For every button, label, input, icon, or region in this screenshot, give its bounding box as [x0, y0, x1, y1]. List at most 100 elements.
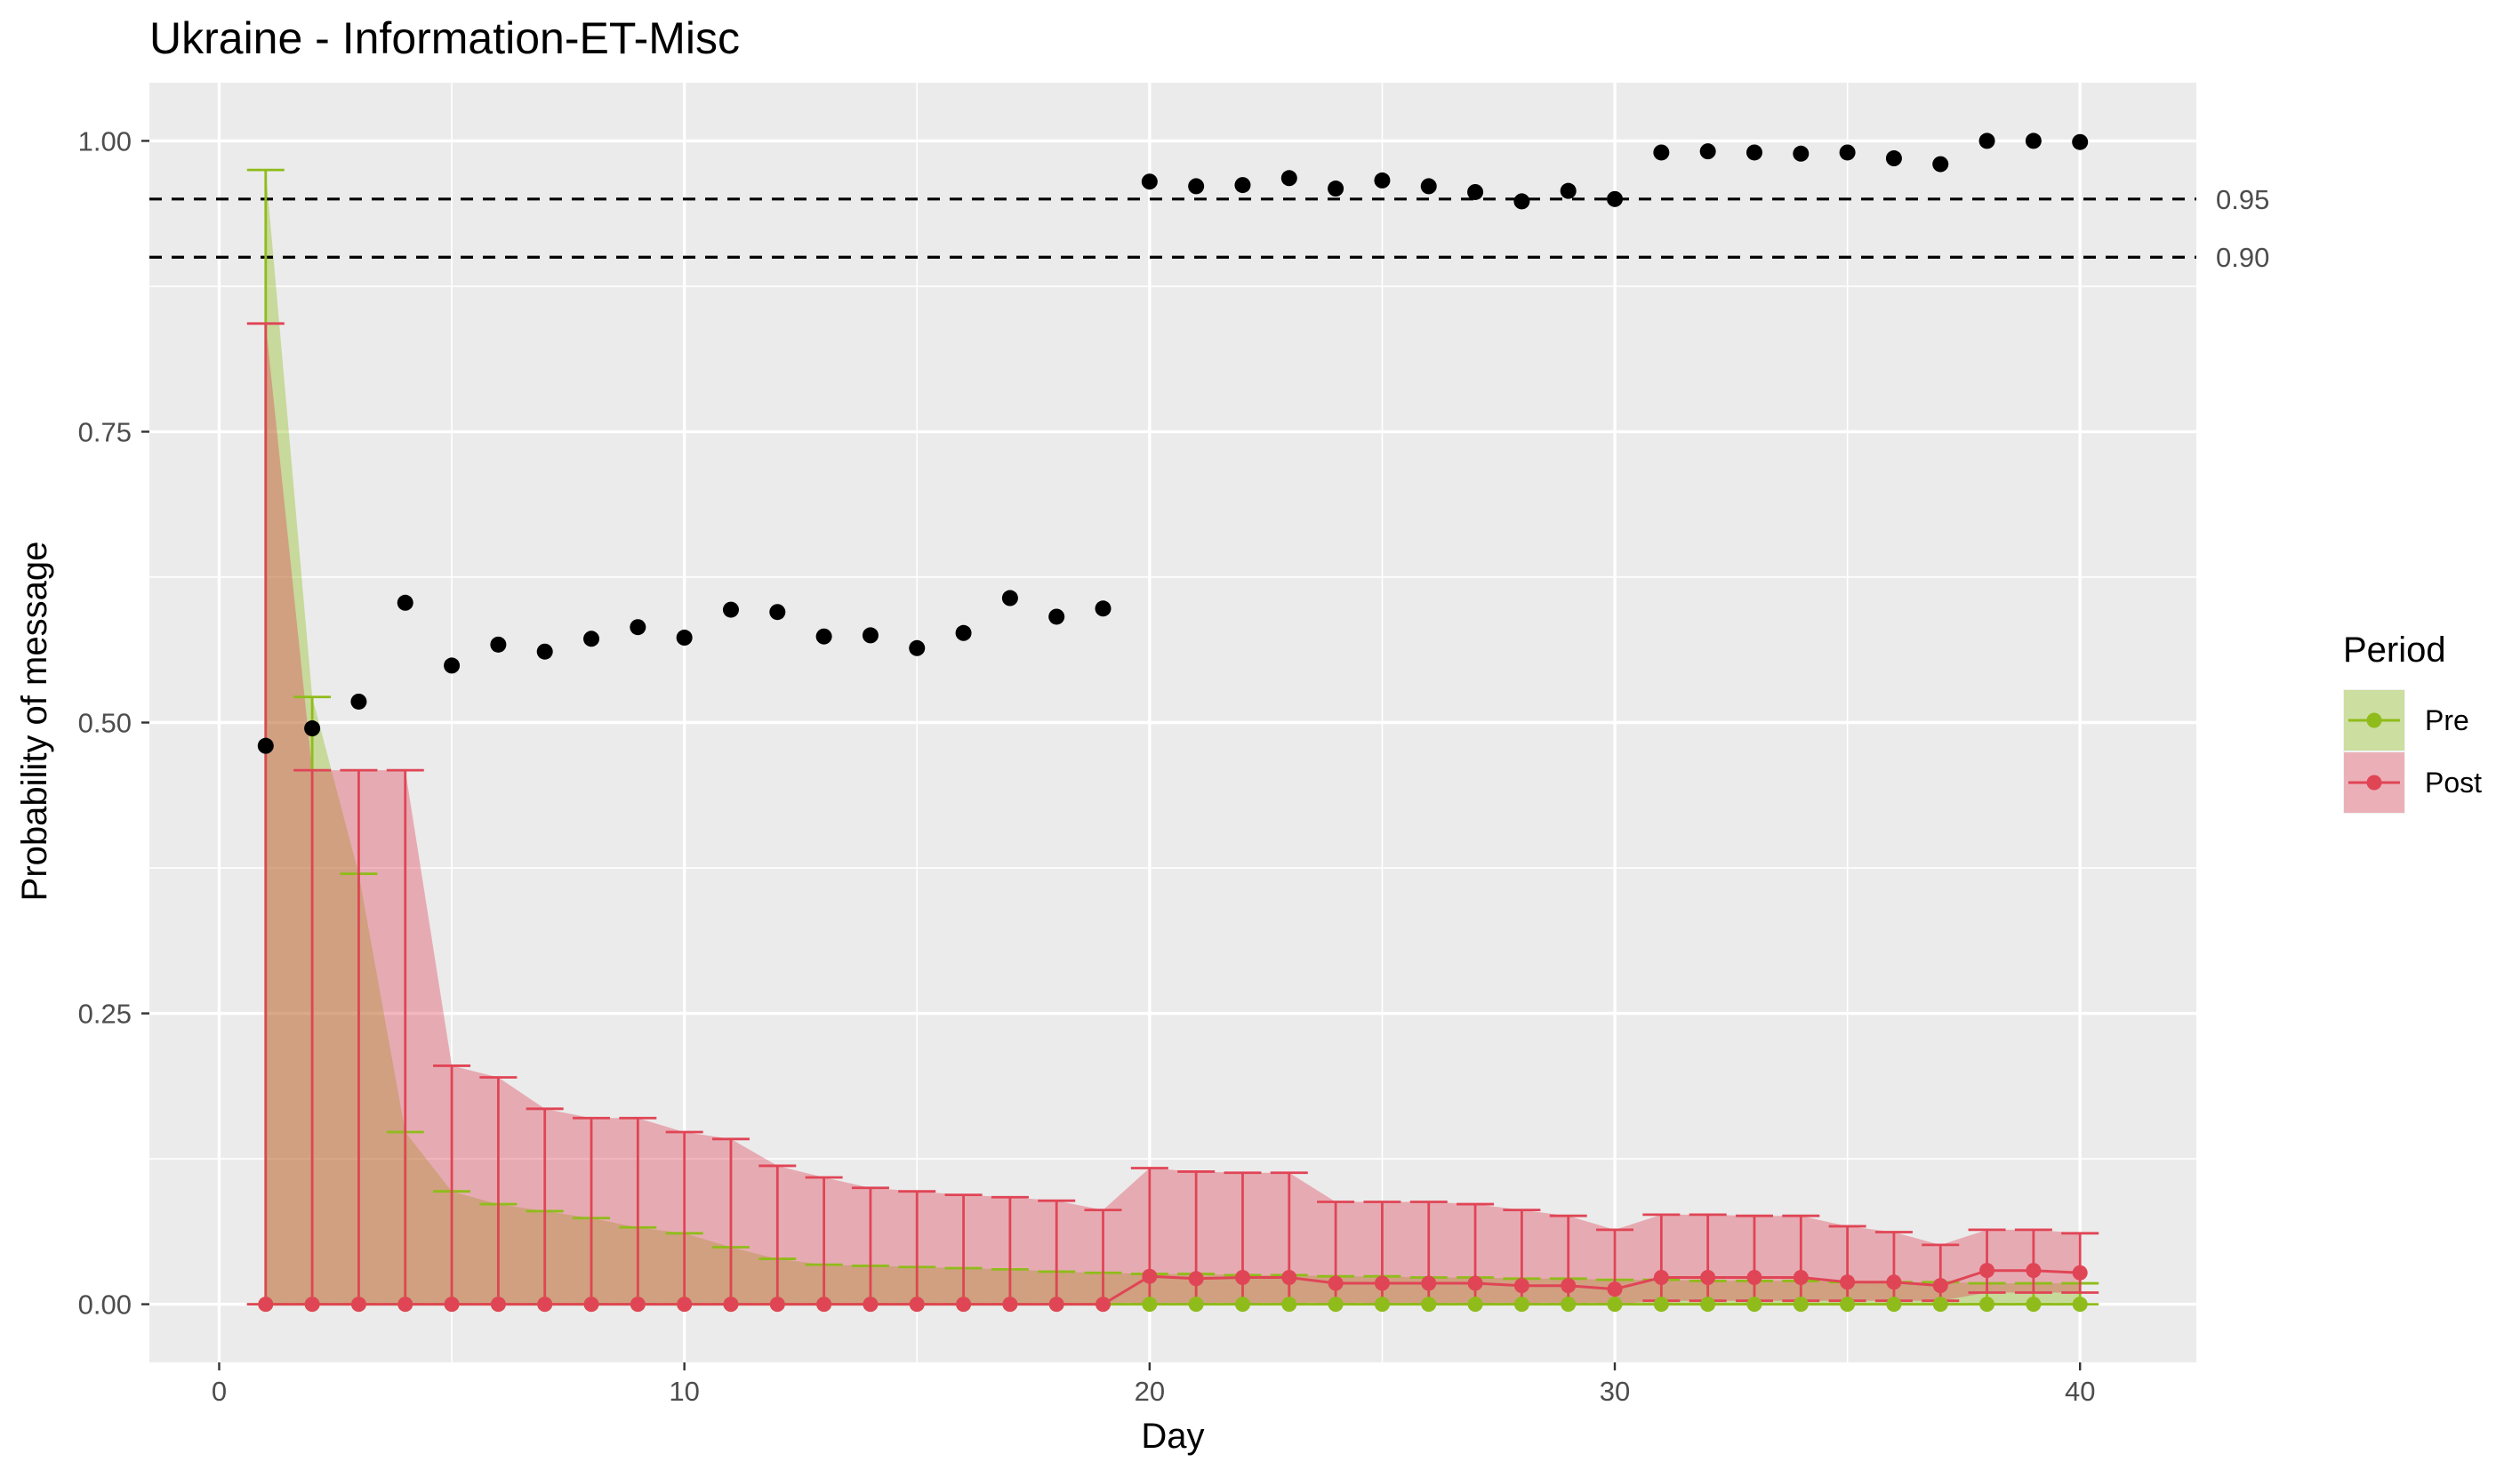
- x-axis-title: Day: [1141, 1417, 1204, 1456]
- series-points: [258, 1263, 2088, 1313]
- legend-key-point: [2366, 712, 2382, 728]
- series-point-post: [444, 1297, 460, 1313]
- series-point-pre: [1700, 1297, 1716, 1313]
- probability-point: [1513, 193, 1530, 210]
- series-point-pre: [1374, 1297, 1390, 1313]
- legend-title: Period: [2343, 631, 2446, 670]
- reference-lines: [149, 197, 2196, 259]
- series-point-post: [1932, 1278, 1948, 1294]
- series-point-pre: [1607, 1297, 1623, 1313]
- x-tick-label: 20: [1135, 1376, 1165, 1407]
- probability-point: [909, 639, 926, 656]
- probability-point: [1746, 144, 1762, 161]
- x-tick-label: 0: [212, 1376, 227, 1407]
- probability-point: [1374, 172, 1391, 189]
- probability-point: [1001, 590, 1018, 606]
- series-point-post: [1281, 1270, 1297, 1286]
- series-point-pre: [1142, 1297, 1158, 1313]
- series-point-post: [1793, 1270, 1809, 1286]
- series-point-post: [769, 1297, 785, 1313]
- y-tick-labels: 0.00 0.25 0.50 0.75 1.00: [78, 125, 132, 1320]
- probability-point: [2025, 133, 2042, 149]
- series-point-post: [1374, 1275, 1390, 1291]
- series-point-post: [1513, 1278, 1529, 1294]
- probability-point: [1095, 600, 1112, 617]
- series-point-pre: [1793, 1297, 1809, 1313]
- series-point-pre: [1513, 1297, 1529, 1313]
- series-lines: [265, 1269, 2081, 1306]
- probability-point: [722, 601, 739, 618]
- probability-point: [257, 737, 274, 754]
- probability-point: [397, 594, 413, 611]
- series-point-pre: [1281, 1297, 1297, 1313]
- series-point-pre: [1421, 1297, 1437, 1313]
- ribbon-post: [265, 323, 2081, 1305]
- legend-keys: Pre Post: [2343, 689, 2482, 814]
- x-tick-label: 40: [2065, 1376, 2095, 1407]
- series-point-post: [956, 1297, 972, 1313]
- probability-point: [1699, 143, 1716, 160]
- series-point-post: [723, 1297, 739, 1313]
- reference-line-label: 0.90: [2216, 242, 2269, 273]
- y-axis-title: Probability of message: [15, 542, 54, 902]
- probability-point: [444, 657, 461, 674]
- series-point-pre: [1840, 1297, 1856, 1313]
- probability-point: [1885, 150, 1902, 167]
- probability-point: [490, 636, 507, 653]
- probability-point: [1048, 608, 1065, 625]
- reference-line-labels: 0.95 0.90: [2216, 184, 2269, 273]
- series-point-post: [1142, 1268, 1158, 1284]
- series-point-pre: [1653, 1297, 1669, 1313]
- series-point-post: [1653, 1270, 1669, 1286]
- series-point-pre: [1234, 1297, 1250, 1313]
- series-point-post: [1188, 1271, 1204, 1287]
- probability-point: [1141, 173, 1158, 190]
- probability-point: [536, 643, 553, 660]
- series-point-post: [350, 1297, 366, 1313]
- series-point-post: [2072, 1265, 2088, 1281]
- series-point-post: [1002, 1297, 1018, 1313]
- legend: Period Pre Post: [2343, 631, 2482, 814]
- probability-point: [815, 628, 832, 645]
- y-tick-label: 0.00: [78, 1289, 132, 1321]
- series-point-post: [1328, 1275, 1344, 1291]
- series-point-post: [583, 1297, 599, 1313]
- probability-point: [350, 693, 367, 710]
- probability-point: [1420, 178, 1437, 195]
- series-point-post: [1421, 1275, 1437, 1291]
- probability-point: [955, 624, 972, 641]
- axis-ticks: [141, 140, 2082, 1370]
- series-point-post: [1979, 1263, 1995, 1279]
- series-point-post: [2026, 1263, 2042, 1279]
- probability-point: [630, 619, 646, 636]
- x-tick-label: 30: [1600, 1376, 1630, 1407]
- probability-point: [583, 631, 600, 647]
- series-point-post: [304, 1297, 320, 1313]
- series-point-pre: [1932, 1297, 1948, 1313]
- series-point-post: [1607, 1281, 1623, 1297]
- probability-point: [304, 720, 321, 737]
- x-tick-label: 10: [669, 1376, 699, 1407]
- series-point-pre: [2072, 1297, 2088, 1313]
- legend-label-post: Post: [2425, 767, 2482, 799]
- probability-point: [1560, 182, 1577, 199]
- probability-point: [1978, 133, 1995, 149]
- series-point-post: [1467, 1275, 1483, 1291]
- probability-point: [769, 604, 786, 621]
- series-point-pre: [1561, 1297, 1577, 1313]
- probability-point: [1653, 144, 1670, 161]
- series-point-post: [1561, 1278, 1577, 1294]
- series-point-pre: [2026, 1297, 2042, 1313]
- series-point-pre: [1979, 1297, 1995, 1313]
- probability-point: [1793, 145, 1810, 162]
- series-point-post: [1840, 1274, 1856, 1290]
- series-point-pre: [1467, 1297, 1483, 1313]
- series-line-post: [265, 1269, 2081, 1306]
- major-gridlines: [149, 83, 2196, 1362]
- series-point-post: [1234, 1270, 1250, 1286]
- probability-point: [862, 627, 879, 644]
- y-tick-label: 0.25: [78, 999, 132, 1030]
- probability-point: [1607, 190, 1624, 207]
- series-point-post: [1700, 1270, 1716, 1286]
